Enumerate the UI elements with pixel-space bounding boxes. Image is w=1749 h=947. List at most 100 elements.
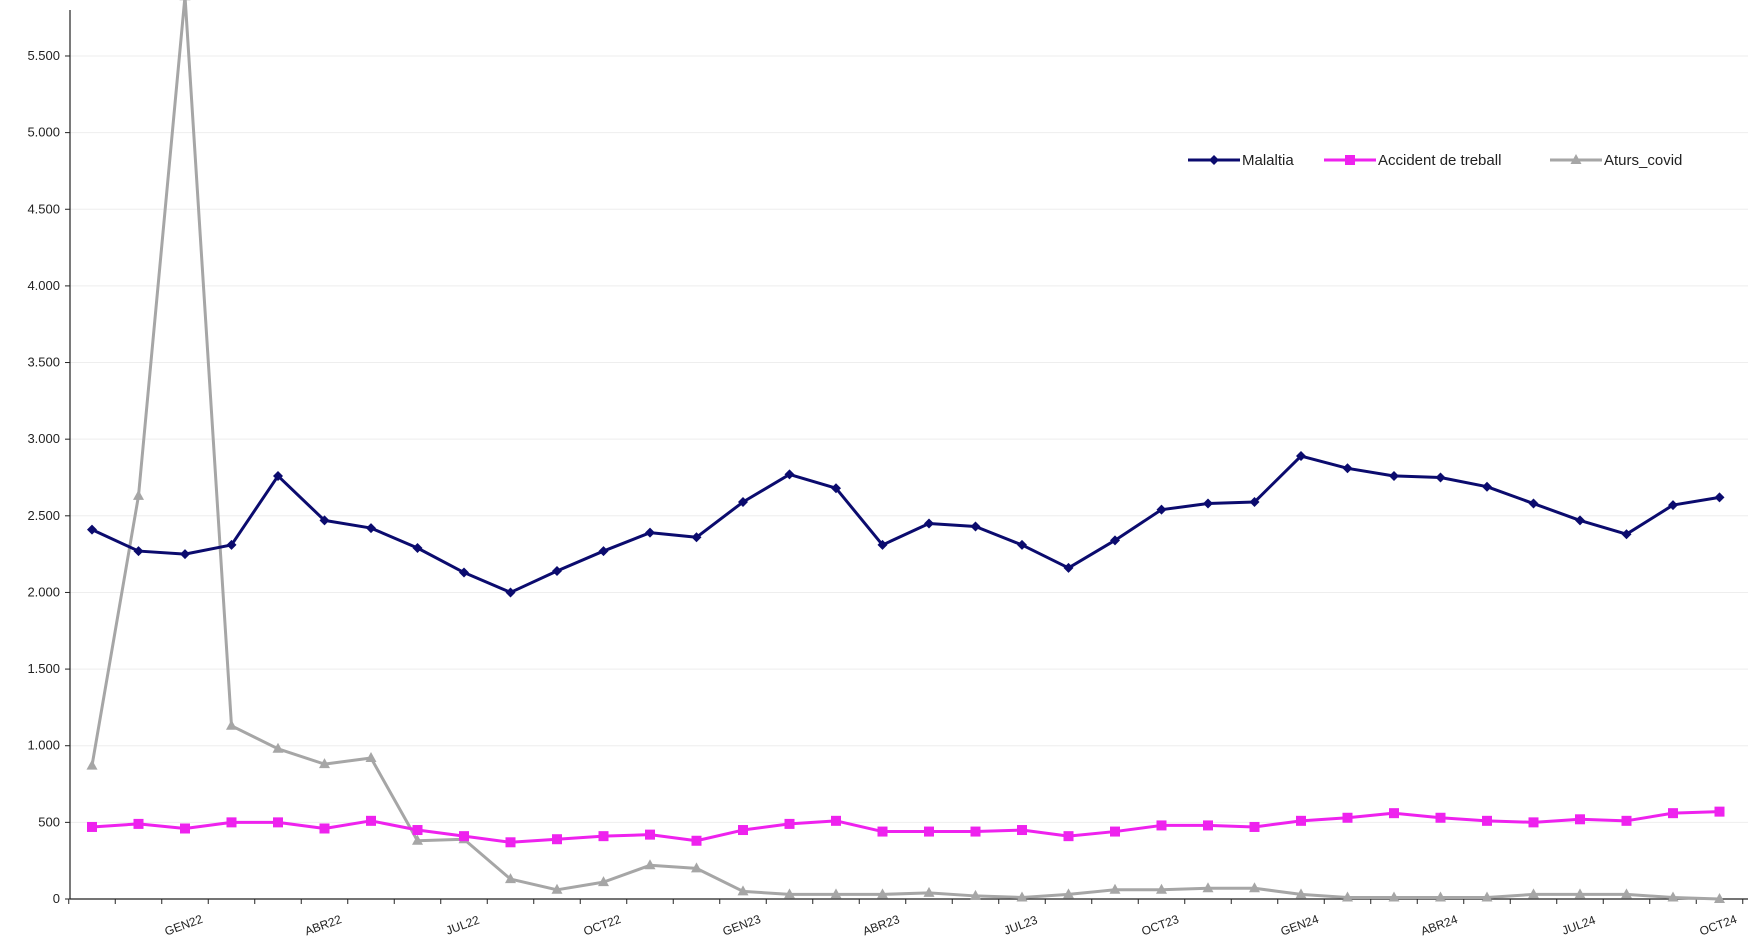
x-tick-label: GEN22 bbox=[163, 912, 205, 939]
data-point-accident-de-treball bbox=[1110, 827, 1120, 837]
y-tick-label: 5.500 bbox=[27, 48, 60, 63]
data-point-accident-de-treball bbox=[459, 831, 469, 841]
data-point-aturs-covid bbox=[87, 760, 98, 770]
y-tick-label: 4.000 bbox=[27, 278, 60, 293]
data-point-accident-de-treball bbox=[87, 822, 97, 832]
y-tick-label: 1.500 bbox=[27, 661, 60, 676]
series-aturs-covid bbox=[87, 0, 1726, 903]
data-point-accident-de-treball bbox=[785, 819, 795, 829]
data-point-accident-de-treball bbox=[599, 831, 609, 841]
data-point-accident-de-treball bbox=[1436, 813, 1446, 823]
data-point-accident-de-treball bbox=[692, 836, 702, 846]
data-point-accident-de-treball bbox=[924, 827, 934, 837]
x-tick-label: JUL24 bbox=[1560, 913, 1598, 938]
data-point-accident-de-treball bbox=[878, 827, 888, 837]
data-point-accident-de-treball bbox=[1250, 822, 1260, 832]
x-tick-label: ABR22 bbox=[303, 912, 344, 938]
data-point-malaltia bbox=[366, 523, 376, 533]
x-tick-label: OCT23 bbox=[1140, 912, 1181, 938]
data-point-malaltia bbox=[1715, 492, 1725, 502]
x-tick-label: JUL23 bbox=[1002, 913, 1040, 938]
legend-swatch-marker bbox=[1345, 155, 1355, 165]
legend-swatch-marker bbox=[1209, 155, 1219, 165]
data-point-malaltia bbox=[1436, 472, 1446, 482]
data-point-accident-de-treball bbox=[1622, 816, 1632, 826]
legend: Malaltia Accident de treball Aturs_covid bbox=[1188, 152, 1682, 169]
y-tick-label: 1.000 bbox=[27, 738, 60, 753]
y-tick-label: 500 bbox=[38, 814, 60, 829]
data-point-malaltia bbox=[971, 522, 981, 532]
series-line-malaltia bbox=[92, 456, 1720, 592]
data-point-accident-de-treball bbox=[1482, 816, 1492, 826]
data-point-accident-de-treball bbox=[1389, 808, 1399, 818]
x-tick-label: GEN24 bbox=[1279, 912, 1321, 939]
data-point-accident-de-treball bbox=[1157, 820, 1167, 830]
data-point-accident-de-treball bbox=[273, 817, 283, 827]
data-point-malaltia bbox=[1529, 499, 1539, 509]
data-point-aturs-covid bbox=[226, 720, 237, 730]
y-tick-label: 0 bbox=[53, 891, 60, 906]
data-point-malaltia bbox=[645, 528, 655, 538]
series-accident-de-treball bbox=[87, 807, 1725, 848]
data-point-malaltia bbox=[1343, 463, 1353, 473]
data-point-malaltia bbox=[1389, 471, 1399, 481]
data-point-accident-de-treball bbox=[366, 816, 376, 826]
data-point-accident-de-treball bbox=[180, 823, 190, 833]
x-tick-label: OCT24 bbox=[1698, 912, 1739, 938]
data-point-malaltia bbox=[1482, 482, 1492, 492]
x-tick-label: OCT22 bbox=[582, 912, 623, 938]
data-point-aturs-covid bbox=[133, 490, 144, 500]
data-point-accident-de-treball bbox=[738, 825, 748, 835]
y-tick-label: 2.000 bbox=[27, 584, 60, 599]
data-point-malaltia bbox=[924, 518, 934, 528]
data-point-malaltia bbox=[599, 546, 609, 556]
x-tick-label: ABR23 bbox=[861, 912, 902, 938]
legend-label: Malaltia bbox=[1242, 152, 1294, 169]
y-tick-label: 5.000 bbox=[27, 125, 60, 140]
legend-label: Accident de treball bbox=[1378, 152, 1501, 169]
y-tick-label: 3.000 bbox=[27, 431, 60, 446]
data-point-accident-de-treball bbox=[552, 834, 562, 844]
data-point-accident-de-treball bbox=[506, 837, 516, 847]
data-point-malaltia bbox=[506, 587, 516, 597]
data-point-accident-de-treball bbox=[1203, 820, 1213, 830]
data-point-malaltia bbox=[1575, 515, 1585, 525]
data-point-accident-de-treball bbox=[227, 817, 237, 827]
data-point-malaltia bbox=[1017, 540, 1027, 550]
data-point-accident-de-treball bbox=[1343, 813, 1353, 823]
x-tick-label: ABR24 bbox=[1419, 912, 1460, 938]
series-group bbox=[87, 0, 1726, 903]
data-point-accident-de-treball bbox=[134, 819, 144, 829]
data-point-accident-de-treball bbox=[320, 823, 330, 833]
legend-item-accident-de-treball: Accident de treball bbox=[1324, 152, 1501, 169]
x-tick-label: GEN23 bbox=[721, 912, 763, 939]
gridlines bbox=[70, 56, 1748, 822]
y-tick-label: 4.500 bbox=[27, 201, 60, 216]
data-point-accident-de-treball bbox=[413, 825, 423, 835]
data-point-malaltia bbox=[180, 549, 190, 559]
legend-item-aturs-covid: Aturs_covid bbox=[1550, 152, 1682, 169]
data-point-malaltia bbox=[87, 525, 97, 535]
series-line-accident-de-treball bbox=[92, 812, 1720, 843]
data-point-accident-de-treball bbox=[971, 827, 981, 837]
data-point-malaltia bbox=[1203, 499, 1213, 509]
data-point-accident-de-treball bbox=[1296, 816, 1306, 826]
x-tick-label: JUL22 bbox=[444, 913, 482, 938]
data-point-accident-de-treball bbox=[1715, 807, 1725, 817]
legend-label: Aturs_covid bbox=[1604, 152, 1682, 169]
y-tick-label: 3.500 bbox=[27, 355, 60, 370]
data-point-accident-de-treball bbox=[1064, 831, 1074, 841]
data-point-malaltia bbox=[552, 566, 562, 576]
data-point-accident-de-treball bbox=[645, 830, 655, 840]
data-point-accident-de-treball bbox=[831, 816, 841, 826]
series-line-aturs-covid bbox=[92, 0, 1720, 899]
data-point-malaltia bbox=[134, 546, 144, 556]
y-tick-label: 2.500 bbox=[27, 508, 60, 523]
data-point-accident-de-treball bbox=[1668, 808, 1678, 818]
data-point-accident-de-treball bbox=[1017, 825, 1027, 835]
data-point-accident-de-treball bbox=[1575, 814, 1585, 824]
y-axis-ticks: 0 500 1.000 1.500 2.000 2.500 3.000 3.500 4.000 4… bbox=[27, 48, 70, 906]
series-malaltia bbox=[87, 451, 1725, 597]
